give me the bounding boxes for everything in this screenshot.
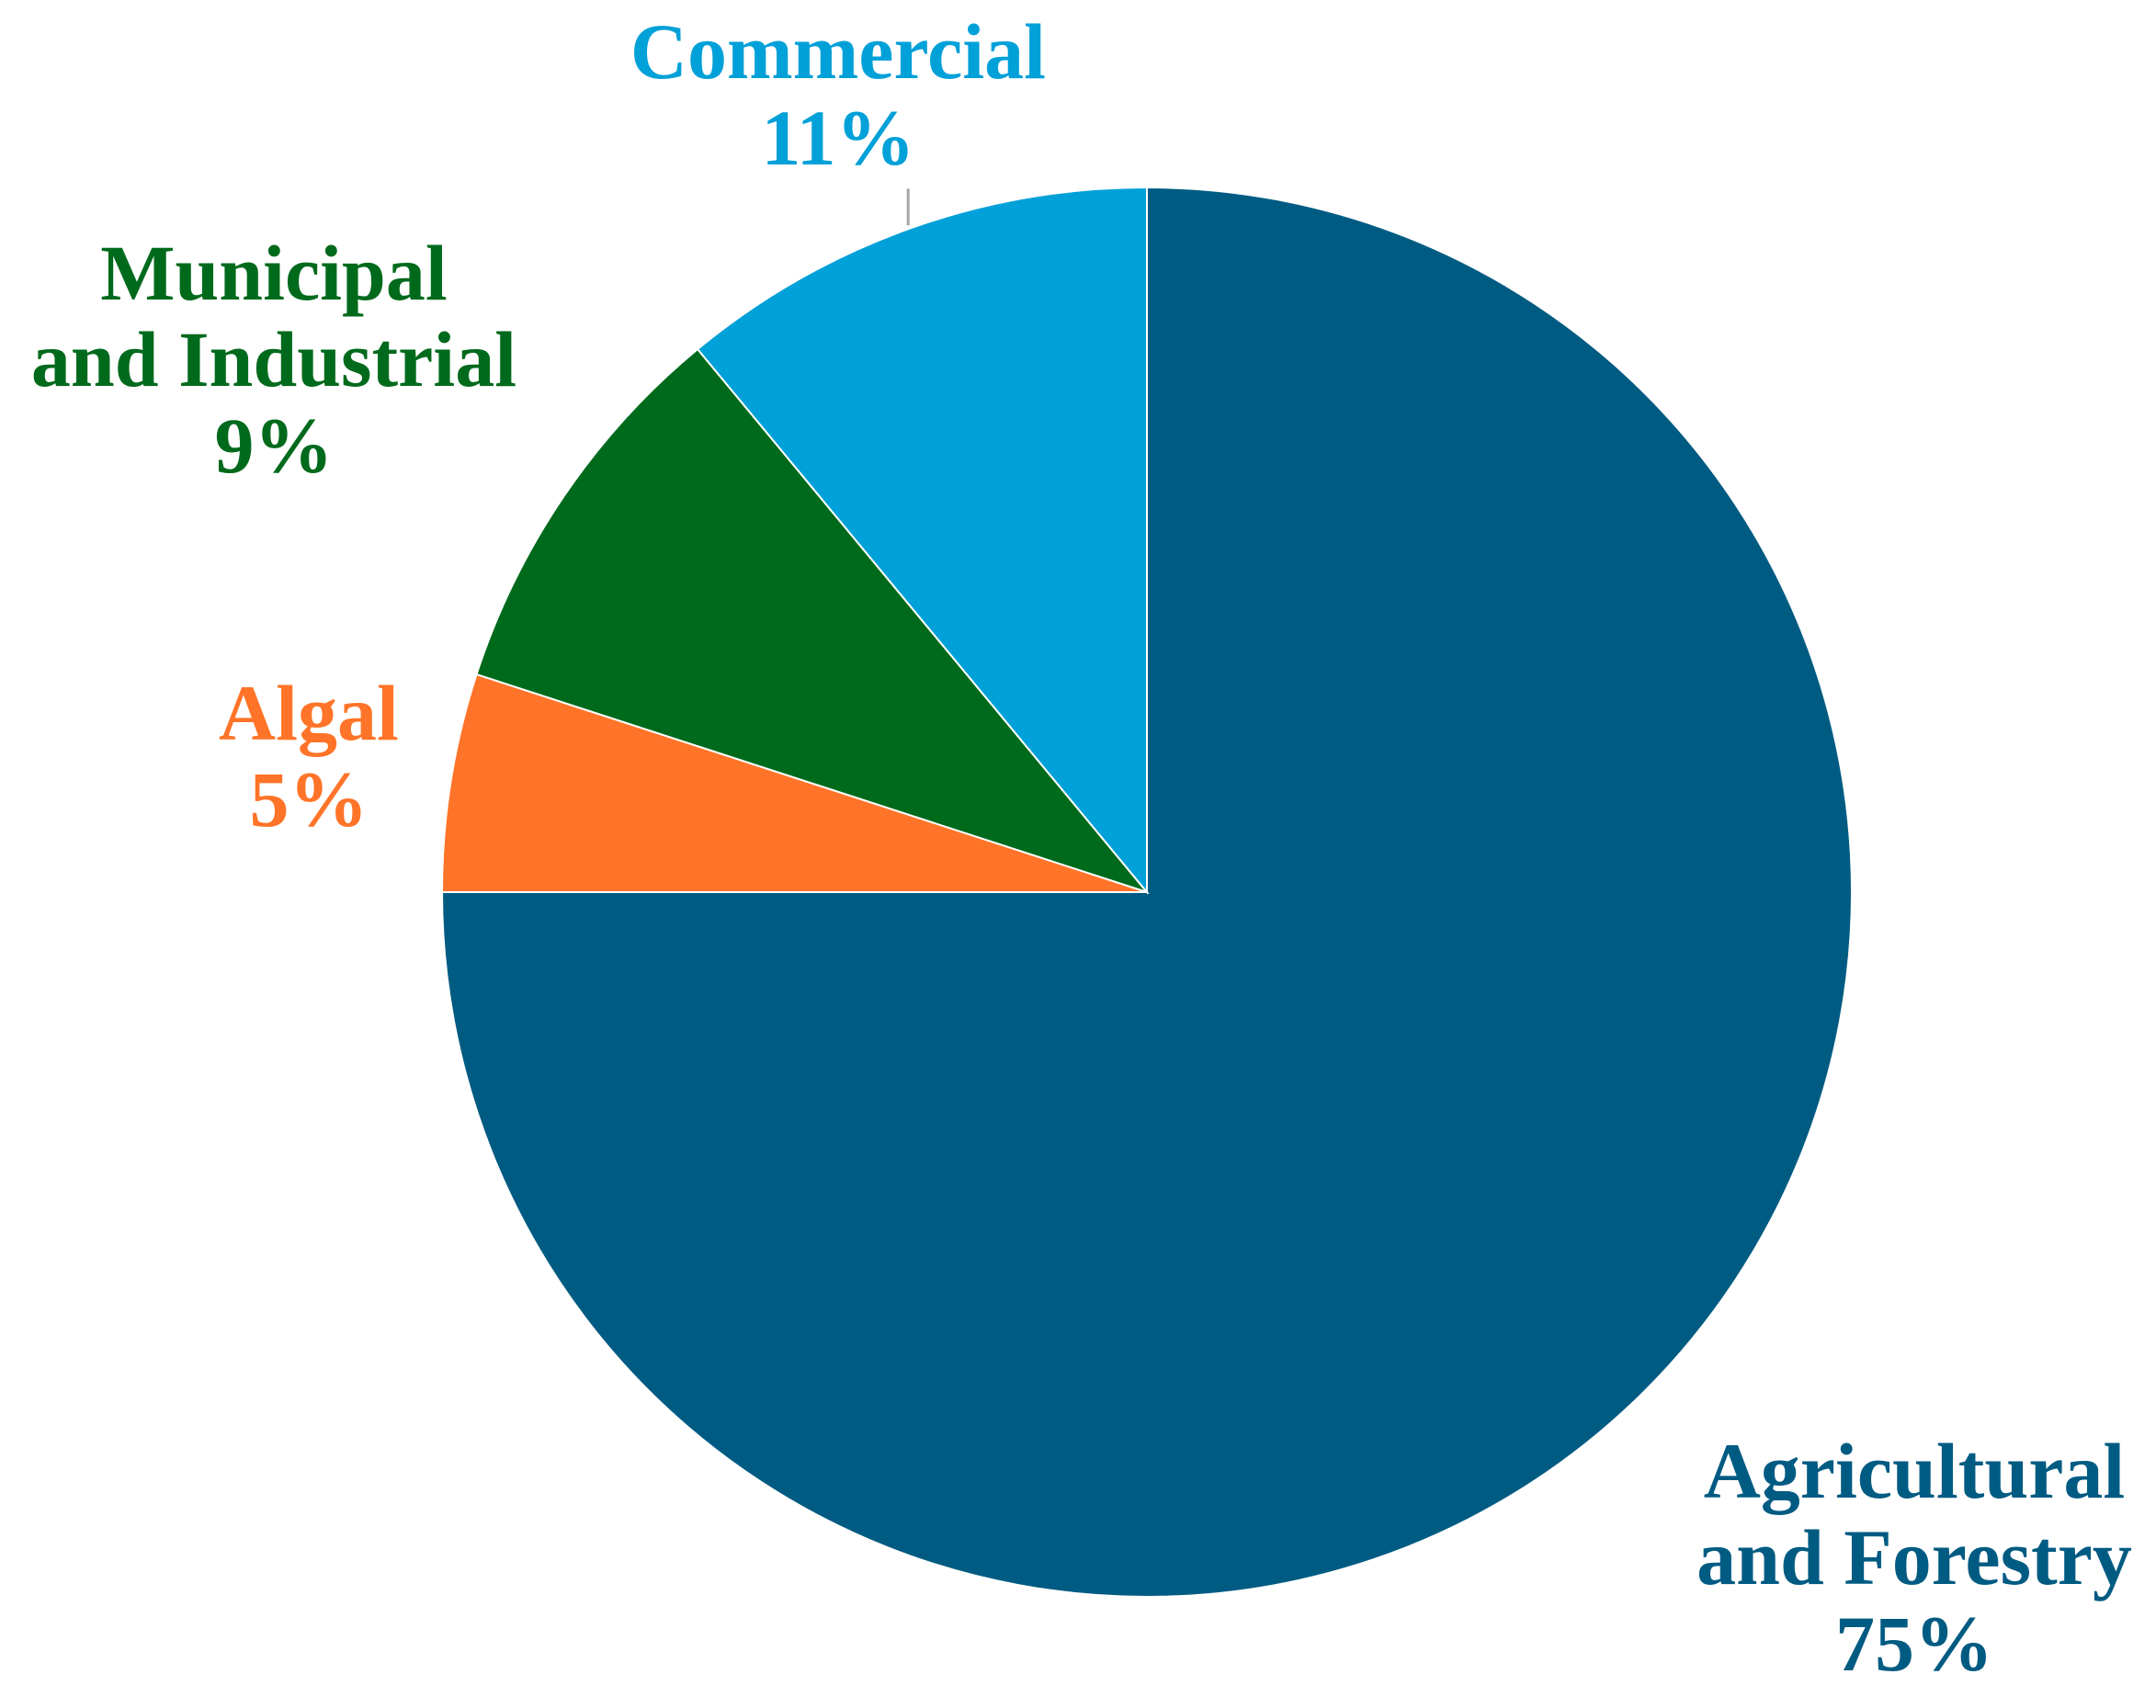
slice-percent-label: 5% bbox=[250, 755, 369, 843]
slice-label-agricultural-and-forestry: Agricultural and Forestry 75% bbox=[1696, 1427, 2132, 1688]
slice-percent-label: 9% bbox=[215, 402, 334, 490]
slice-label-commercial: Commercial 11% bbox=[630, 7, 1046, 182]
pie-slice-commercial bbox=[696, 186, 1148, 895]
slice-label-text: Agricultural and Forestry 75% bbox=[1696, 1427, 2132, 1688]
slice-category-label: Algal bbox=[219, 669, 399, 757]
slice-category-label: Municipal bbox=[100, 229, 448, 317]
slice-category-label: Commercial bbox=[630, 7, 1046, 96]
slice-label-algal: Algal 5% bbox=[219, 669, 399, 843]
slice-percent-label: 75% bbox=[1835, 1600, 1993, 1688]
pie-slice-municipal-and-industrial bbox=[475, 347, 1150, 895]
slices-layer bbox=[440, 186, 1853, 1598]
pie-slice-agricultural-and-forestry bbox=[440, 186, 1853, 1598]
slice-label-text: Commercial 11% bbox=[630, 7, 1046, 182]
slice-label-text: Algal 5% bbox=[219, 669, 399, 843]
slice-label-municipal-and-industrial: Municipal and Industrial 9% bbox=[31, 229, 516, 490]
slice-percent-label: 11% bbox=[761, 94, 914, 182]
slice-labels: Agricultural and Forestry 75% Algal 5% Munici… bbox=[31, 7, 2132, 1688]
pie-slice-algal bbox=[440, 673, 1148, 893]
slice-label-text: Municipal and Industrial 9% bbox=[31, 229, 516, 490]
slice-category-label: and Forestry bbox=[1696, 1513, 2132, 1601]
slice-category-label: and Industrial bbox=[31, 315, 516, 403]
slice-category-label: Agricultural bbox=[1704, 1427, 2126, 1515]
